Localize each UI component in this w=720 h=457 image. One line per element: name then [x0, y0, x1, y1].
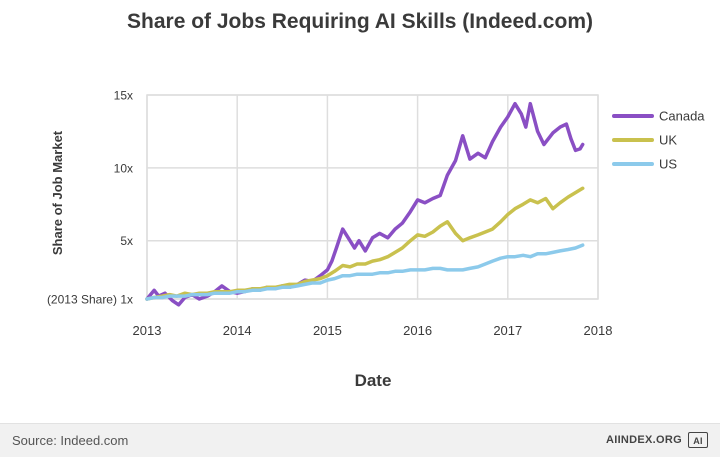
y-tick-label: 10x	[114, 161, 133, 175]
x-axis-label: Date	[355, 371, 392, 390]
series-line-us	[145, 243, 585, 301]
brand-name: AIINDEX.ORG	[605, 434, 682, 446]
legend-label: Canada	[659, 109, 705, 124]
source-text: Source: Indeed.com	[12, 433, 129, 448]
ai-logo-icon: AI	[688, 432, 708, 448]
plot-frame	[146, 94, 599, 300]
legend-label: US	[659, 157, 677, 172]
y-axis-label: Share of Job Market	[50, 130, 65, 255]
x-tick-label: 2017	[493, 323, 522, 338]
x-tick-label: 2018	[584, 323, 613, 338]
chart-title: Share of Jobs Requiring AI Skills (Indee…	[127, 10, 593, 33]
y-tick-label: 5x	[120, 234, 133, 248]
brand[interactable]: AIINDEX.ORG AI	[606, 432, 708, 448]
chart-grid	[146, 94, 599, 300]
series-line-uk	[145, 186, 585, 301]
series-line-canada	[145, 101, 585, 307]
x-tick-label: 2016	[403, 323, 432, 338]
x-tick-label: 2015	[313, 323, 342, 338]
legend-label: UK	[659, 133, 677, 148]
y-tick-label: (2013 Share) 1x	[47, 293, 133, 307]
x-tick-label: 2013	[133, 323, 162, 338]
line-chart: 2013 2014 2015 2016 2017 2018 (2013 Share) 1x…	[47, 89, 705, 391]
footer: Source: Indeed.com AIINDEX.ORG AI	[0, 423, 720, 457]
y-axis-ticks: (2013 Share) 1x 5x 10x 15x	[47, 89, 133, 307]
chart-legend: Canada UK US	[612, 109, 705, 172]
x-tick-label: 2014	[223, 323, 252, 338]
chart-lines	[145, 101, 585, 307]
y-tick-label: 15x	[114, 89, 133, 103]
x-axis-ticks: 2013 2014 2015 2016 2017 2018	[133, 323, 613, 338]
